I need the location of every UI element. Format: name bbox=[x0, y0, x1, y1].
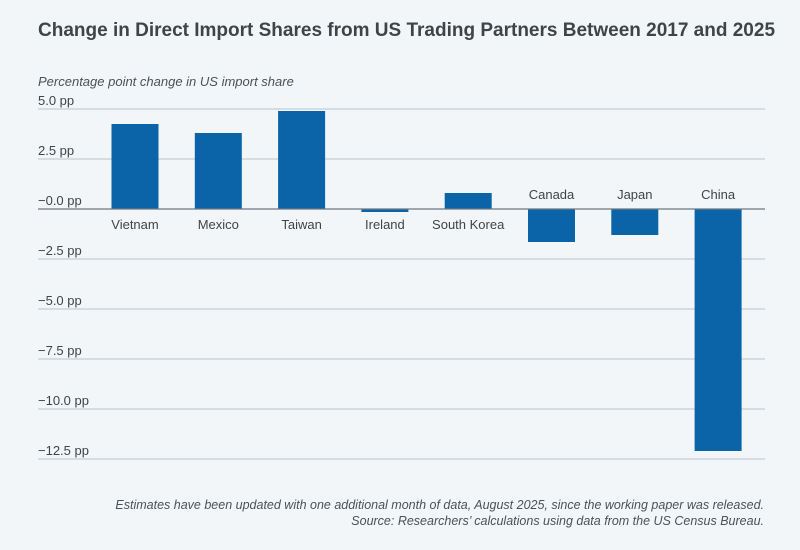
gridlines bbox=[38, 108, 765, 460]
category-label: Vietnam bbox=[111, 217, 158, 232]
y-tick-label: −0.0 pp bbox=[38, 193, 82, 208]
footnote-note: Estimates have been updated with one add… bbox=[115, 498, 764, 512]
bar-canada bbox=[528, 209, 575, 242]
y-tick-label: −7.5 pp bbox=[38, 343, 82, 358]
bar-japan bbox=[611, 209, 659, 235]
bar-vietnam bbox=[111, 124, 159, 209]
bars bbox=[111, 111, 742, 451]
y-tick-label: 5.0 pp bbox=[38, 93, 74, 108]
bar-taiwan bbox=[278, 111, 326, 209]
category-labels: Vietnam Mexico Taiwan Ireland South Korea Can… bbox=[111, 187, 736, 232]
bar-china bbox=[694, 209, 742, 451]
y-axis-label: Percentage point change in US import sha… bbox=[38, 74, 294, 89]
category-label: Mexico bbox=[198, 217, 239, 232]
footnote: Estimates have been updated with one add… bbox=[115, 497, 764, 529]
bar-mexico bbox=[194, 133, 242, 209]
category-label: South Korea bbox=[432, 217, 505, 232]
y-tick-label: −12.5 pp bbox=[38, 443, 89, 458]
y-tick-label: 2.5 pp bbox=[38, 143, 74, 158]
bar-south-korea bbox=[444, 193, 492, 209]
y-tick-labels: 5.0 pp 2.5 pp −0.0 pp −2.5 pp −5.0 pp −7.5 pp… bbox=[38, 93, 89, 458]
y-tick-label: −2.5 pp bbox=[38, 243, 82, 258]
category-label: Ireland bbox=[365, 217, 405, 232]
category-label: Canada bbox=[529, 187, 575, 202]
category-label: China bbox=[701, 187, 736, 202]
y-tick-label: −5.0 pp bbox=[38, 293, 82, 308]
y-tick-label: −10.0 pp bbox=[38, 393, 89, 408]
category-label: Taiwan bbox=[281, 217, 321, 232]
category-label: Japan bbox=[617, 187, 652, 202]
chart-title: Change in Direct Import Shares from US T… bbox=[38, 20, 776, 41]
footnote-source: Source: Researchers’ calculations using … bbox=[351, 514, 764, 528]
bar-ireland bbox=[361, 209, 409, 212]
bar-chart: Percentage point change in US import sha… bbox=[38, 74, 765, 460]
